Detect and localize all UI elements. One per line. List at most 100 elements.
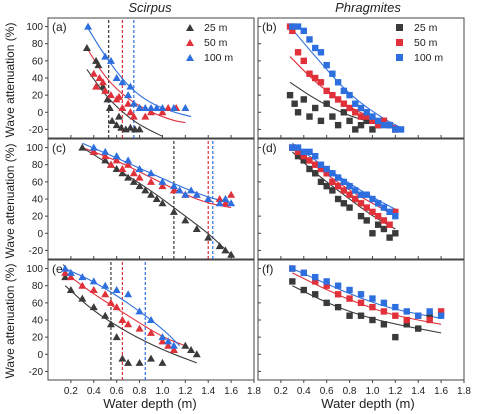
fit-curve-25m [86, 69, 163, 137]
data-point [112, 152, 121, 160]
data-point [392, 208, 399, 216]
data-point [369, 195, 376, 203]
data-point [135, 324, 144, 332]
data-point [294, 148, 302, 156]
data-point [437, 312, 445, 319]
data-point [403, 321, 410, 328]
data-point [306, 36, 313, 43]
data-point [317, 49, 325, 56]
data-point [317, 117, 325, 125]
data-point [95, 74, 104, 81]
data-point [386, 208, 393, 216]
data-point [369, 126, 376, 133]
data-point [357, 212, 365, 220]
data-point [129, 99, 138, 107]
data-point [164, 341, 173, 349]
data-point [192, 350, 201, 358]
data-point [66, 286, 75, 293]
data-point [101, 147, 110, 155]
data-point [114, 112, 123, 120]
data-point [98, 78, 107, 86]
y-tick-label: 80 [32, 39, 44, 50]
data-point [317, 178, 325, 186]
data-point [363, 117, 370, 125]
data-point [329, 70, 336, 77]
data-point [187, 346, 196, 353]
column-title-scirpus: Scirpus [128, 0, 172, 15]
data-point [227, 250, 236, 258]
data-point [340, 109, 348, 116]
column-title-phragmites: Phragmites [335, 0, 401, 15]
data-point [215, 199, 224, 207]
data-point [392, 333, 399, 341]
x-tick-label: 0.8 [343, 386, 357, 397]
data-point [112, 303, 121, 311]
data-point [323, 61, 330, 69]
data-point [78, 294, 87, 302]
y-tick-label: 80 [32, 281, 44, 292]
data-point [380, 299, 388, 307]
data-point [84, 22, 93, 30]
data-point [323, 299, 330, 307]
y-tick-label: 40 [32, 195, 44, 206]
legend-marker [396, 54, 403, 61]
data-point [78, 273, 87, 281]
data-point [294, 109, 302, 116]
data-point [323, 282, 330, 289]
data-point [346, 204, 353, 211]
data-point [369, 295, 376, 302]
x-tick-label: 1.0 [365, 386, 379, 397]
data-point [352, 195, 359, 203]
data-point [147, 354, 155, 362]
legend-marker [396, 39, 403, 46]
legend-label: 50 m [204, 37, 228, 49]
data-point [94, 61, 103, 69]
data-point [403, 316, 410, 324]
panel-letter: (a) [52, 20, 67, 34]
data-point [215, 242, 224, 250]
data-point [357, 299, 365, 307]
legend-marker [186, 39, 194, 46]
data-point [187, 186, 196, 194]
data-point [363, 204, 370, 211]
data-point [329, 178, 336, 186]
data-point [317, 161, 325, 168]
data-point [147, 328, 155, 336]
data-point [352, 126, 359, 133]
data-point [426, 316, 433, 324]
data-point [227, 199, 236, 207]
data-point [312, 44, 319, 52]
legend-label: 25 m [414, 22, 438, 34]
y-axis-label-row2: Wave attenuation (%) [3, 144, 17, 259]
data-point [289, 144, 296, 151]
data-point [158, 337, 167, 345]
data-point [346, 117, 353, 125]
y-tick-label: 60 [32, 56, 44, 67]
data-point [312, 152, 319, 160]
panel-f: (f) 0.2 0.4 0.6 0.8 1.0 1.2 1.4 1.6 1.8 [257, 259, 471, 397]
data-point [340, 178, 348, 186]
data-point [114, 92, 123, 100]
data-point [380, 308, 388, 315]
legend-marker [186, 24, 194, 31]
y-tick-label: 0 [37, 108, 43, 119]
data-point [380, 204, 388, 211]
y-axis-label-row3: Wave attenuation (%) [3, 264, 17, 379]
x-axis-label-left: Water depth (m) [103, 396, 196, 411]
data-point [357, 291, 365, 298]
data-point [124, 173, 133, 181]
y-tick-label: 0 [37, 229, 43, 240]
data-point [329, 170, 336, 177]
data-point [169, 341, 178, 349]
data-point [158, 177, 167, 185]
data-point [108, 116, 117, 124]
legend-label: 50 m [414, 37, 438, 49]
data-point [141, 186, 150, 194]
data-point [300, 96, 307, 103]
data-point [380, 217, 388, 224]
x-tick-label: 1.6 [224, 386, 238, 397]
data-point [89, 277, 98, 285]
data-point [306, 70, 313, 77]
data-point [117, 123, 126, 131]
data-point [323, 87, 330, 95]
